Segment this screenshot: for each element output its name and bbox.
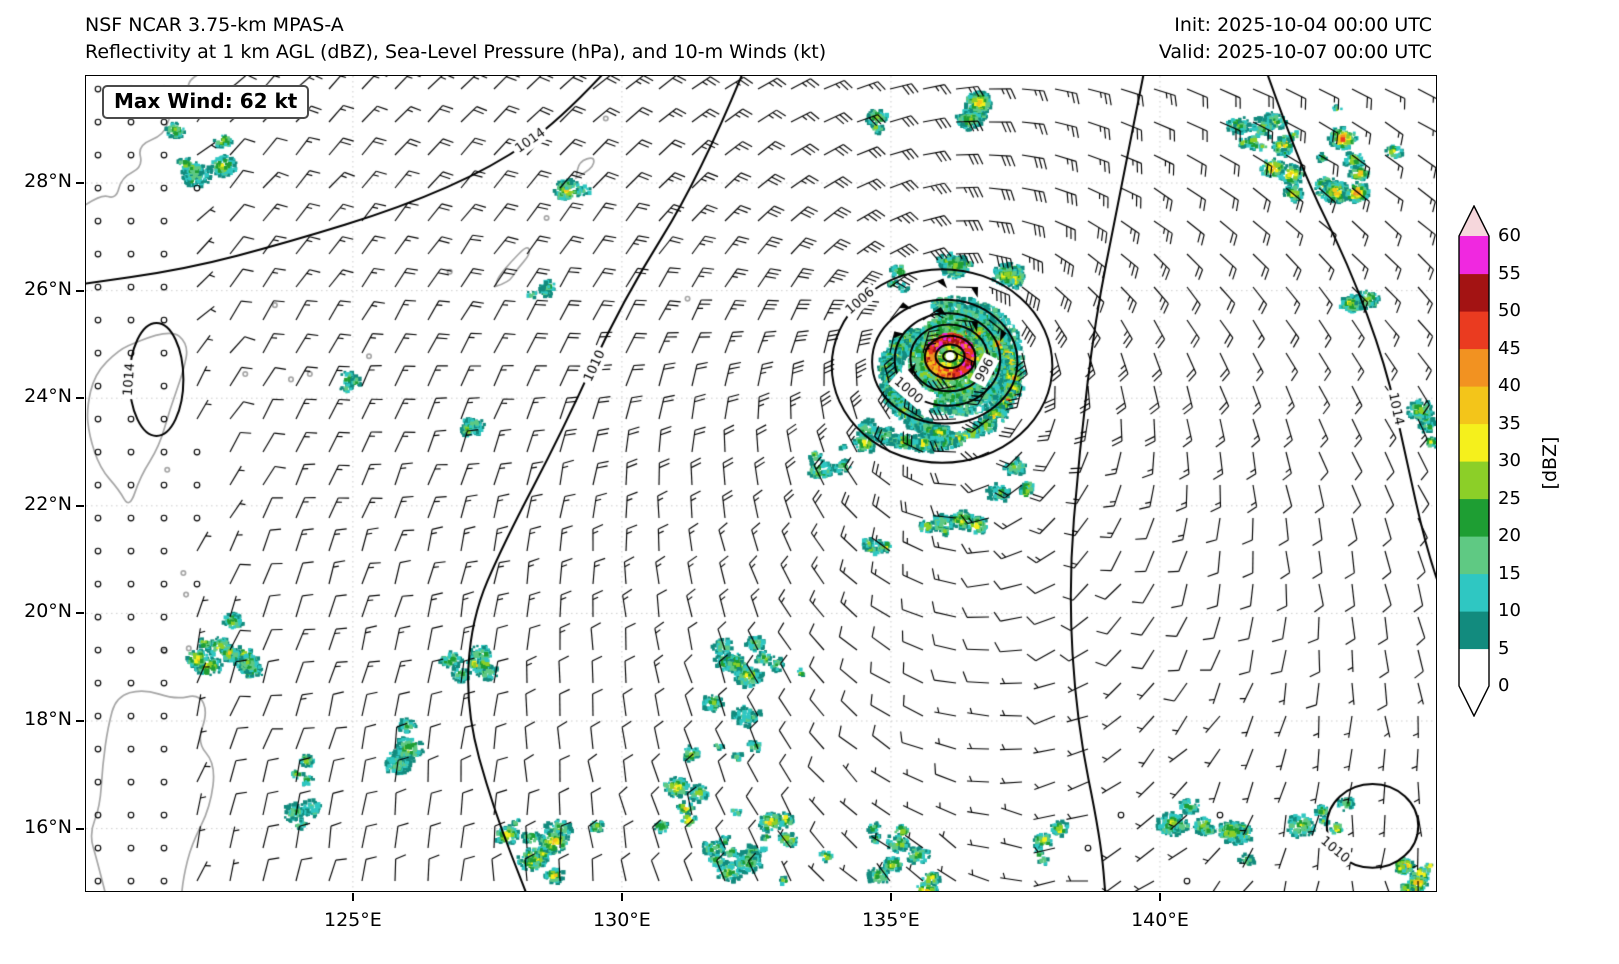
x-axis-tick-label: 135°E xyxy=(862,909,920,931)
plot-variables-subtitle: Reflectivity at 1 km AGL (dBZ), Sea-Leve… xyxy=(85,41,827,63)
y-axis-tick-label: 26°N xyxy=(24,277,72,300)
colorbar-tick-label: 5 xyxy=(1498,637,1510,659)
y-axis-tick xyxy=(76,289,84,292)
x-axis-tick-label: 125°E xyxy=(323,909,382,931)
colorbar-tick-label: 40 xyxy=(1498,375,1521,396)
valid-time-label: Valid: 2025-10-07 00:00 UTC xyxy=(1158,41,1432,63)
colorbar-tick-label: 35 xyxy=(1498,412,1521,434)
x-axis-tick xyxy=(889,893,892,901)
model-title: NSF NCAR 3.75-km MPAS-A xyxy=(85,14,344,36)
colorbar-tick-label: 55 xyxy=(1498,262,1521,284)
y-axis-tick-label: 20°N xyxy=(24,600,72,623)
title-block: NSF NCAR 3.75-km MPAS-A Reflectivity at … xyxy=(85,12,826,66)
x-axis-tick xyxy=(1158,893,1161,901)
colorbar-axis-label: [dBZ] xyxy=(1539,436,1561,490)
x-axis-tick xyxy=(351,893,354,901)
y-axis-tick xyxy=(76,720,84,722)
y-axis-tick xyxy=(76,504,84,507)
max-wind-badge: Max Wind: 62 kt xyxy=(102,85,310,119)
colorbar-tick-label: 25 xyxy=(1498,487,1521,509)
init-time-label: Init: 2025-10-04 00:00 UTC xyxy=(1174,14,1432,36)
y-axis-tick xyxy=(76,182,84,185)
y-axis-tick-label: 16°N xyxy=(24,815,72,838)
y-axis-tick-label: 28°N xyxy=(24,170,72,193)
colorbar-tick-label: 60 xyxy=(1498,225,1521,246)
x-axis-tick-label: 140°E xyxy=(1131,909,1189,931)
colorbar-tick-label: 30 xyxy=(1498,450,1521,471)
map-plot: Max Wind: 62 kt 125°E 130°E 135°E 140°E 28°N… xyxy=(24,75,1437,931)
x-axis-tick-label: 130°E xyxy=(593,909,651,931)
colorbar-tick-label: 50 xyxy=(1498,300,1521,321)
x-axis-tick xyxy=(620,893,623,901)
colorbar-tick-label: 0 xyxy=(1498,675,1510,696)
colorbar-tick-label: 20 xyxy=(1498,525,1521,546)
colorbar-tick-label: 15 xyxy=(1498,562,1521,584)
colorbar: [dBZ] 60 55 50 45 40 35 30 25 20 15 10 5 0 xyxy=(1458,204,1618,745)
colorbar-tick-label: 10 xyxy=(1498,600,1521,621)
map-canvas xyxy=(86,76,1436,891)
y-axis-tick-label: 22°N xyxy=(24,492,72,515)
time-block: Init: 2025-10-04 00:00 UTC Valid: 2025-1… xyxy=(1159,12,1432,66)
y-axis-tick xyxy=(76,397,84,400)
y-axis-tick xyxy=(76,827,84,830)
colorbar-gradient xyxy=(1458,204,1618,721)
y-axis-tick-label: 24°N xyxy=(24,385,72,408)
y-axis-tick-label: 18°N xyxy=(24,708,72,730)
colorbar-tick-label: 45 xyxy=(1498,337,1521,359)
y-axis-tick xyxy=(76,612,84,615)
